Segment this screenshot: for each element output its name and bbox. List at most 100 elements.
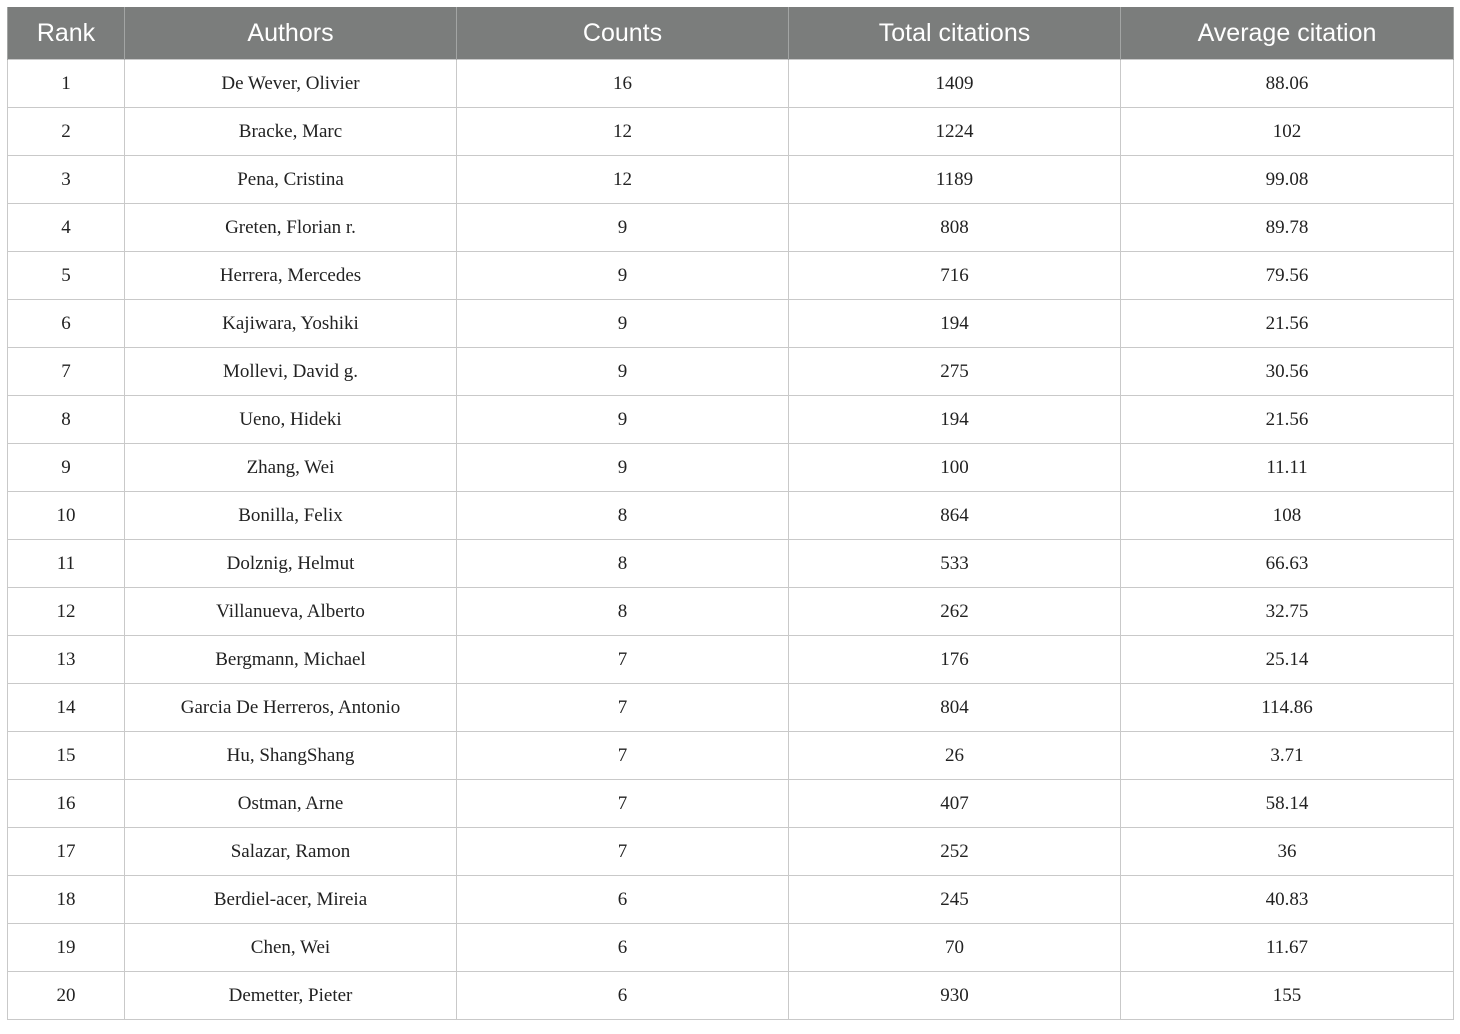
cell-author: Zhang, Wei	[124, 443, 457, 492]
cell-rank: 13	[7, 635, 125, 684]
table-row: 4 Greten, Florian r. 9 808 89.78	[7, 203, 1454, 252]
table-row: 9 Zhang, Wei 9 100 11.11	[7, 443, 1454, 492]
cell-counts: 9	[456, 395, 789, 444]
cell-rank: 9	[7, 443, 125, 492]
table-row: 14 Garcia De Herreros, Antonio 7 804 114.86	[7, 683, 1454, 732]
cell-rank: 4	[7, 203, 125, 252]
cell-author: Ueno, Hideki	[124, 395, 457, 444]
cell-rank: 8	[7, 395, 125, 444]
cell-rank: 19	[7, 923, 125, 972]
table-row: 13 Bergmann, Michael 7 176 25.14	[7, 635, 1454, 684]
cell-total-citations: 1409	[788, 59, 1121, 108]
cell-author: Pena, Cristina	[124, 155, 457, 204]
cell-average-citation: 25.14	[1120, 635, 1454, 684]
cell-rank: 3	[7, 155, 125, 204]
cell-rank: 14	[7, 683, 125, 732]
cell-average-citation: 11.11	[1120, 443, 1454, 492]
cell-average-citation: 108	[1120, 491, 1454, 540]
cell-average-citation: 114.86	[1120, 683, 1454, 732]
cell-average-citation: 58.14	[1120, 779, 1454, 828]
cell-counts: 7	[456, 683, 789, 732]
cell-author: Salazar, Ramon	[124, 827, 457, 876]
cell-author: Kajiwara, Yoshiki	[124, 299, 457, 348]
cell-author: Bracke, Marc	[124, 107, 457, 156]
cell-total-citations: 533	[788, 539, 1121, 588]
table-row: 17 Salazar, Ramon 7 252 36	[7, 827, 1454, 876]
cell-counts: 7	[456, 779, 789, 828]
table-row: 8 Ueno, Hideki 9 194 21.56	[7, 395, 1454, 444]
cell-counts: 12	[456, 155, 789, 204]
cell-average-citation: 21.56	[1120, 299, 1454, 348]
header-average-citation: Average citation	[1120, 7, 1454, 60]
cell-rank: 2	[7, 107, 125, 156]
cell-average-citation: 30.56	[1120, 347, 1454, 396]
cell-total-citations: 275	[788, 347, 1121, 396]
cell-average-citation: 40.83	[1120, 875, 1454, 924]
table-row: 2 Bracke, Marc 12 1224 102	[7, 107, 1454, 156]
cell-author: Ostman, Arne	[124, 779, 457, 828]
cell-author: Hu, ShangShang	[124, 731, 457, 780]
author-citation-table: Rank Authors Counts Total citations Aver…	[7, 7, 1454, 1020]
cell-rank: 11	[7, 539, 125, 588]
table-row: 6 Kajiwara, Yoshiki 9 194 21.56	[7, 299, 1454, 348]
table-body: 1 De Wever, Olivier 16 1409 88.06 2 Bracke, Ma…	[7, 59, 1454, 1020]
cell-counts: 8	[456, 587, 789, 636]
cell-total-citations: 245	[788, 875, 1121, 924]
cell-author: Bergmann, Michael	[124, 635, 457, 684]
cell-rank: 7	[7, 347, 125, 396]
cell-average-citation: 3.71	[1120, 731, 1454, 780]
cell-total-citations: 252	[788, 827, 1121, 876]
header-authors: Authors	[124, 7, 457, 60]
cell-total-citations: 26	[788, 731, 1121, 780]
cell-rank: 20	[7, 971, 125, 1020]
cell-rank: 18	[7, 875, 125, 924]
cell-average-citation: 88.06	[1120, 59, 1454, 108]
header-counts: Counts	[456, 7, 789, 60]
table-row: 20 Demetter, Pieter 6 930 155	[7, 971, 1454, 1020]
header-row: Rank Authors Counts Total citations Aver…	[7, 7, 1454, 60]
cell-counts: 9	[456, 251, 789, 300]
cell-rank: 5	[7, 251, 125, 300]
cell-average-citation: 11.67	[1120, 923, 1454, 972]
cell-counts: 16	[456, 59, 789, 108]
cell-rank: 16	[7, 779, 125, 828]
cell-total-citations: 262	[788, 587, 1121, 636]
cell-total-citations: 804	[788, 683, 1121, 732]
header-total-citations: Total citations	[788, 7, 1121, 60]
cell-rank: 10	[7, 491, 125, 540]
header-rank: Rank	[7, 7, 125, 60]
cell-total-citations: 864	[788, 491, 1121, 540]
table-row: 3 Pena, Cristina 12 1189 99.08	[7, 155, 1454, 204]
cell-counts: 7	[456, 635, 789, 684]
table-row: 5 Herrera, Mercedes 9 716 79.56	[7, 251, 1454, 300]
cell-average-citation: 89.78	[1120, 203, 1454, 252]
cell-author: Garcia De Herreros, Antonio	[124, 683, 457, 732]
table-row: 1 De Wever, Olivier 16 1409 88.06	[7, 59, 1454, 108]
cell-total-citations: 100	[788, 443, 1121, 492]
cell-total-citations: 930	[788, 971, 1121, 1020]
cell-author: Chen, Wei	[124, 923, 457, 972]
cell-total-citations: 1189	[788, 155, 1121, 204]
cell-total-citations: 194	[788, 395, 1121, 444]
cell-total-citations: 1224	[788, 107, 1121, 156]
cell-average-citation: 32.75	[1120, 587, 1454, 636]
cell-total-citations: 407	[788, 779, 1121, 828]
cell-author: Villanueva, Alberto	[124, 587, 457, 636]
cell-counts: 6	[456, 923, 789, 972]
cell-total-citations: 70	[788, 923, 1121, 972]
cell-author: Demetter, Pieter	[124, 971, 457, 1020]
cell-counts: 9	[456, 203, 789, 252]
table-row: 16 Ostman, Arne 7 407 58.14	[7, 779, 1454, 828]
cell-counts: 9	[456, 299, 789, 348]
table-header: Rank Authors Counts Total citations Aver…	[7, 7, 1454, 60]
cell-average-citation: 99.08	[1120, 155, 1454, 204]
cell-counts: 7	[456, 731, 789, 780]
cell-total-citations: 716	[788, 251, 1121, 300]
cell-average-citation: 66.63	[1120, 539, 1454, 588]
cell-author: Mollevi, David g.	[124, 347, 457, 396]
cell-total-citations: 194	[788, 299, 1121, 348]
cell-average-citation: 36	[1120, 827, 1454, 876]
cell-rank: 6	[7, 299, 125, 348]
table-row: 19 Chen, Wei 6 70 11.67	[7, 923, 1454, 972]
table-row: 10 Bonilla, Felix 8 864 108	[7, 491, 1454, 540]
